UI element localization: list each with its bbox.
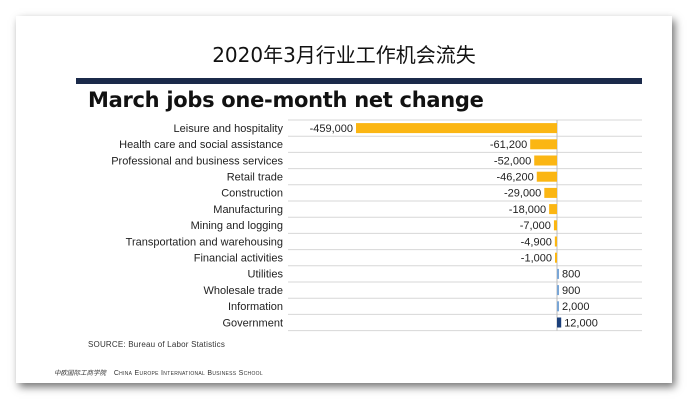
data-label: 900 (562, 285, 580, 297)
category-label: Manufacturing (213, 204, 283, 216)
category-label: Professional and business services (111, 155, 283, 167)
header-rule (76, 78, 642, 84)
bar (536, 171, 557, 182)
footer: 中欧国际工商学院 China Europe International Busi… (54, 367, 263, 377)
source-note: SOURCE: Bureau of Labor Statistics (88, 340, 226, 349)
category-label: Government (222, 317, 283, 329)
data-label: -61,200 (490, 139, 527, 151)
category-label: Leisure and hospitality (174, 123, 284, 135)
category-label: Financial activities (194, 253, 284, 265)
category-label: Retail trade (227, 172, 283, 184)
category-label: Wholesale trade (204, 285, 284, 297)
category-label: Mining and logging (191, 220, 283, 232)
data-label: -4,900 (521, 236, 552, 248)
slide: 2020年3月行业工作机会流失 March jobs one-month net… (16, 16, 672, 383)
school-name-en: China Europe International Business Scho… (113, 370, 263, 377)
bar (356, 123, 557, 134)
data-label: -18,000 (509, 204, 546, 216)
data-label: -46,200 (496, 172, 533, 184)
bar (534, 155, 557, 166)
bar (549, 204, 557, 215)
data-label: -1,000 (521, 253, 552, 265)
category-label: Transportation and warehousing (126, 236, 283, 248)
school-name-cn: 中欧国际工商学院 (54, 369, 106, 377)
category-label: Construction (221, 188, 283, 200)
bar (553, 220, 557, 231)
data-label: -7,000 (520, 220, 551, 232)
data-label: -29,000 (504, 188, 541, 200)
category-label: Information (228, 301, 283, 313)
bar (530, 139, 557, 150)
bar (557, 317, 562, 328)
bar-chart: Leisure and hospitality -459,000 Health ca… (111, 119, 642, 332)
bar (557, 285, 559, 296)
slide-title: 2020年3月行业工作机会流失 (212, 43, 476, 67)
category-label: Utilities (248, 269, 284, 281)
bar (557, 301, 559, 312)
bar (554, 236, 557, 247)
data-label: -459,000 (310, 123, 353, 135)
data-label: -52,000 (494, 155, 531, 167)
category-label: Health care and social assistance (119, 139, 283, 151)
bar (557, 268, 559, 279)
bar (555, 252, 557, 263)
chart-title: March jobs one-month net change (88, 88, 484, 112)
data-label: 800 (562, 269, 580, 281)
data-label: 2,000 (562, 301, 590, 313)
data-label: 12,000 (564, 317, 598, 329)
bar (544, 187, 557, 198)
